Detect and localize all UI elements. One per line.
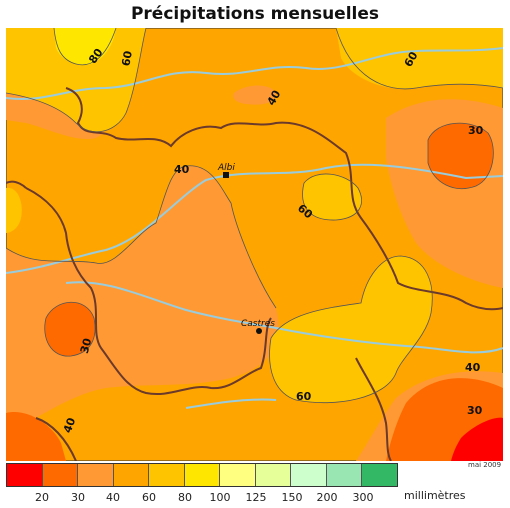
legend-tick: 60 bbox=[142, 491, 156, 504]
contour-label: 40 bbox=[174, 163, 190, 176]
legend-swatch bbox=[149, 464, 185, 486]
legend-swatch bbox=[255, 464, 292, 486]
legend-unit: millimètres bbox=[404, 489, 466, 502]
legend-swatch bbox=[113, 464, 150, 486]
rivers bbox=[6, 47, 503, 409]
zone-30-40-small bbox=[233, 85, 277, 105]
legend-tick: 30 bbox=[71, 491, 85, 504]
map-title: Précipitations mensuelles bbox=[130, 4, 380, 24]
contour-lines bbox=[6, 28, 503, 403]
zone-60-80-center-east bbox=[302, 173, 362, 221]
legend-swatch bbox=[326, 464, 363, 486]
contour-label: 40 bbox=[465, 361, 481, 374]
contour-label: 30 bbox=[78, 336, 95, 354]
legend-swatch bbox=[184, 464, 221, 486]
legend-swatch bbox=[42, 464, 79, 486]
zone-30-40-center bbox=[6, 165, 279, 428]
legend-tick: 125 bbox=[245, 491, 267, 504]
legend-swatch bbox=[291, 464, 327, 486]
legend-tick: 300 bbox=[352, 491, 374, 504]
map-credit-date: mai 2009 bbox=[468, 461, 502, 469]
place-albi: Albi bbox=[217, 163, 235, 178]
color-legend bbox=[6, 463, 398, 487]
contour-label: 60 bbox=[296, 390, 312, 403]
place-castres: Castres bbox=[241, 319, 275, 334]
contour-label: 40 bbox=[61, 416, 79, 435]
legend-swatch bbox=[78, 464, 114, 486]
legend-swatch bbox=[7, 464, 43, 486]
legend-tick: 150 bbox=[281, 491, 303, 504]
zone-60-80-north bbox=[6, 28, 146, 132]
legend-tick: 80 bbox=[178, 491, 192, 504]
place-label-castres: Castres bbox=[241, 319, 275, 329]
department-borders bbox=[6, 87, 503, 461]
zone-60-80-west bbox=[6, 187, 22, 233]
precipitation-map: 80 60 40 60 30 40 60 30 60 40 30 40 Albi… bbox=[6, 28, 503, 461]
zone-below-20 bbox=[451, 417, 503, 461]
city-marker-albi bbox=[223, 172, 229, 178]
contour-label: 30 bbox=[467, 404, 483, 417]
zone-20-30-south-west bbox=[6, 412, 66, 461]
zone-20-30-west bbox=[44, 302, 96, 357]
legend-bar bbox=[6, 463, 398, 487]
zone-60-80-castres bbox=[269, 256, 433, 403]
legend-swatch bbox=[362, 464, 398, 486]
zone-20-30-east bbox=[428, 123, 494, 189]
zone-60-80-northeast bbox=[336, 28, 503, 89]
place-label-albi: Albi bbox=[217, 163, 235, 173]
contour-label: 30 bbox=[468, 124, 484, 137]
legend-tick: 100 bbox=[209, 491, 231, 504]
city-marker-castres bbox=[256, 328, 262, 334]
legend-tick: 20 bbox=[35, 491, 49, 504]
legend-tick: 200 bbox=[316, 491, 338, 504]
contour-label: 60 bbox=[119, 49, 135, 67]
legend-tick: 40 bbox=[106, 491, 120, 504]
legend-swatch bbox=[220, 464, 256, 486]
